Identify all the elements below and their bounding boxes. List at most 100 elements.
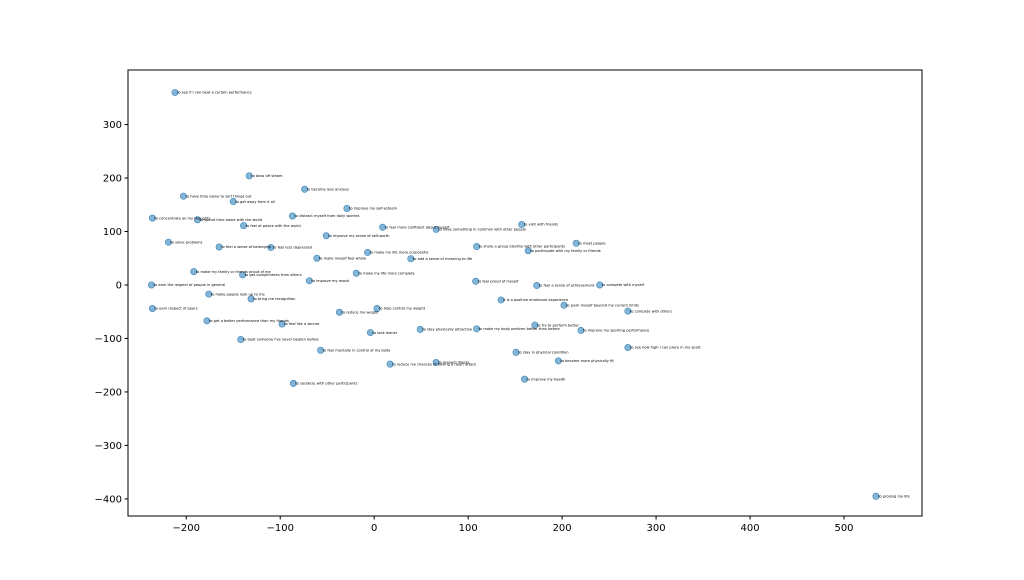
point-label: to socialize with other participants (295, 382, 357, 386)
point-label: to feel less depressed (273, 246, 312, 250)
point-label: to get a better performance than my frie… (209, 319, 289, 323)
y-tick-label: 200 (103, 174, 122, 185)
scatter-point (245, 172, 253, 180)
point-label: to feel proud of myself (478, 279, 519, 283)
point-label: to participate with my family or friends (530, 249, 600, 253)
point-label: to make people look up to me (211, 292, 266, 296)
scatter-point (364, 248, 372, 256)
scatter-point (560, 301, 568, 309)
scatter-point (407, 255, 415, 263)
point-label: to concentrate on my thoughts (154, 216, 210, 220)
scatter-point (148, 305, 156, 313)
plot-points (147, 88, 880, 500)
scatter-point (215, 243, 223, 251)
x-tick-label: 400 (740, 523, 759, 534)
point-label: to beat someone I've never beaten before (243, 338, 320, 342)
point-label: to improve my mood (311, 279, 349, 283)
y-tick-label: −400 (95, 494, 122, 505)
point-label: to try to perform better (537, 323, 580, 327)
point-label: to prolong my life (878, 494, 911, 498)
scatter-point (373, 305, 381, 313)
point-label: to make my life more complete (358, 271, 415, 275)
x-tick-label: 0 (371, 523, 377, 534)
scatter-point (533, 282, 541, 290)
y-tick-label: 300 (103, 120, 122, 131)
scatter-point (179, 192, 187, 200)
point-label: to make my body perform better than befo… (479, 327, 561, 331)
scatter-point (247, 295, 255, 303)
scatter-point (343, 205, 351, 213)
scatter-point (305, 277, 313, 285)
point-label: to stay in physical condition (518, 351, 568, 355)
x-tick-label: 200 (553, 523, 572, 534)
point-labels: to see if I can beat a certain performan… (153, 91, 910, 499)
point-label: to feel a sense of achievement (539, 284, 595, 288)
scatter-point (148, 214, 156, 222)
scatter-point (473, 242, 481, 250)
scatter-point (267, 244, 275, 252)
scatter-point (524, 247, 532, 255)
point-label: to feel a sense of belonging (221, 245, 271, 249)
scatter-point (572, 239, 580, 247)
point-label: to prevent illness (438, 361, 469, 365)
x-tick-label: 300 (647, 523, 666, 534)
scatter-point (190, 268, 198, 276)
scatter-point (386, 360, 394, 368)
point-label: to spend time alone with the world (200, 218, 263, 222)
x-tick-label: 100 (459, 523, 478, 534)
scatter-point (203, 317, 211, 325)
point-label: to have something in common with other p… (438, 228, 527, 232)
scatter-point (239, 271, 247, 279)
scatter-point (278, 320, 286, 328)
point-label: to distract myself from daily worries (294, 214, 359, 218)
x-tick-label: −100 (266, 523, 293, 534)
point-label: to reduce my chances of having a heart a… (392, 362, 477, 366)
point-label: to get away from it all (235, 200, 275, 204)
scatter-point (472, 277, 480, 285)
scatter-point (531, 321, 539, 329)
y-tick-label: −300 (95, 441, 122, 452)
point-label: to meet people (578, 241, 606, 245)
point-label: to see if I can beat a certain performan… (177, 91, 252, 95)
point-label: to feel at peace with the world (246, 224, 301, 228)
point-label: to see how high I can place in my sport (630, 346, 701, 350)
point-label: to improve my self-esteem (349, 207, 398, 211)
y-axis: −400 −300 −200 −100 0 100 200 300 (95, 120, 128, 505)
point-label: to get compliments from others (245, 273, 302, 277)
scatter-point (164, 238, 172, 246)
point-label: to make my life more purposeful (370, 251, 429, 255)
scatter-point (473, 325, 481, 333)
y-tick-label: −100 (95, 334, 122, 345)
scatter-point (289, 379, 297, 387)
point-label: to bring me recognition (253, 297, 295, 301)
point-label: to improve my health (527, 377, 566, 381)
point-label: to earn respect of peers (154, 307, 197, 311)
point-label: to feel like a winner (284, 322, 320, 326)
y-tick-label: 100 (103, 227, 122, 238)
scatter-point (352, 269, 360, 277)
scatter-point (518, 221, 526, 229)
point-label: to add a sense of meaning to life (413, 257, 473, 261)
scatter-point (240, 222, 248, 230)
point-label: to visit with friends (524, 223, 559, 227)
scatter-point (194, 216, 202, 224)
scatter-point (577, 326, 585, 334)
scatter-point (366, 329, 374, 337)
scatter-point (205, 290, 213, 298)
scatter-point (313, 254, 321, 262)
x-tick-label: 500 (834, 523, 853, 534)
scatter-point (335, 308, 343, 316)
scatter-point (416, 325, 424, 333)
point-label: to stay physically attractive (422, 328, 473, 332)
point-label: to solve problems (170, 240, 202, 244)
plot-frame (127, 69, 923, 517)
scatter-point (521, 375, 529, 383)
point-label: it is a positive emotional experience (503, 298, 569, 302)
scatter-point (512, 348, 520, 356)
scatter-point (229, 198, 237, 206)
scatter-point (432, 225, 440, 233)
point-label: to become more physically fit (560, 359, 614, 363)
scatter-point (432, 359, 440, 367)
